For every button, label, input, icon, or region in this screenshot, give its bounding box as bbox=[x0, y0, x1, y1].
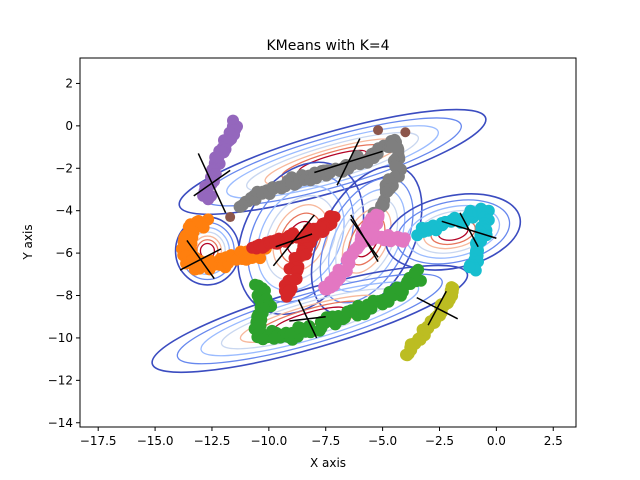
y-axis: 2 0 −2 −4 −6 −8 −10 −12 −14 bbox=[48, 76, 80, 430]
x-tick-label: −5.0 bbox=[368, 434, 397, 448]
y-tick-label: −6 bbox=[55, 246, 73, 260]
cluster-3-point bbox=[282, 285, 295, 298]
plot-frame bbox=[79, 57, 577, 428]
principal-axis-line bbox=[441, 220, 497, 239]
principal-axis-line bbox=[314, 150, 383, 174]
contour-0-level-3 bbox=[246, 131, 420, 192]
cluster-5-point bbox=[256, 333, 269, 346]
cluster-0-point bbox=[202, 193, 215, 206]
x-tick-label: −12.5 bbox=[194, 434, 231, 448]
cluster-6-point bbox=[463, 261, 476, 274]
y-tick-label: −8 bbox=[55, 289, 73, 303]
principal-axis-line bbox=[275, 233, 313, 248]
cluster-5-point bbox=[361, 303, 374, 316]
y-tick-label: −12 bbox=[48, 373, 73, 387]
outlier-point bbox=[225, 212, 236, 223]
contour-2-level-5 bbox=[279, 212, 323, 264]
principal-axis-line bbox=[297, 299, 318, 339]
cluster-4-point bbox=[398, 232, 411, 245]
principal-axis-line bbox=[186, 239, 215, 279]
contour-0-level-0 bbox=[178, 108, 487, 216]
x-tick-label: −2.5 bbox=[425, 434, 454, 448]
principal-axes bbox=[179, 138, 497, 339]
y-tick-label: 0 bbox=[65, 119, 73, 133]
x-tick-label: −17.5 bbox=[80, 434, 117, 448]
cluster-points bbox=[176, 114, 495, 362]
contour-5-level-2 bbox=[200, 281, 420, 357]
y-tick-label: −4 bbox=[55, 204, 73, 218]
cluster-2-point bbox=[389, 160, 402, 173]
x-axis: −17.5 −15.0 −12.5 −10.0 −7.5 −5.0 −2.5 0.0 2.5 bbox=[80, 427, 563, 448]
principal-axis-line bbox=[197, 153, 227, 214]
x-tick-label: −7.5 bbox=[311, 434, 340, 448]
y-tick-label: −10 bbox=[48, 331, 73, 345]
outlier-point bbox=[373, 125, 384, 136]
x-tick-label: 2.5 bbox=[544, 434, 563, 448]
cluster-7-point bbox=[447, 282, 460, 295]
outlier-point bbox=[400, 127, 411, 138]
y-tick-label: −14 bbox=[48, 416, 73, 430]
x-axis-label: X axis bbox=[310, 456, 346, 470]
y-tick-label: 2 bbox=[65, 76, 73, 90]
y-axis-label: Y axis bbox=[21, 224, 35, 260]
contour-5-level-0 bbox=[151, 264, 469, 374]
cluster-5-point bbox=[412, 263, 425, 276]
principal-axis-line bbox=[350, 218, 379, 258]
principal-axis-line bbox=[427, 290, 447, 326]
x-tick-label: −10.0 bbox=[250, 434, 287, 448]
x-tick-label: 0.0 bbox=[487, 434, 506, 448]
contour-5-level-1 bbox=[176, 273, 443, 365]
x-tick-label: −15.0 bbox=[137, 434, 174, 448]
cluster-1-point bbox=[204, 254, 217, 267]
y-tick-label: −2 bbox=[55, 161, 73, 175]
chart-title: KMeans with K=4 bbox=[266, 38, 389, 54]
